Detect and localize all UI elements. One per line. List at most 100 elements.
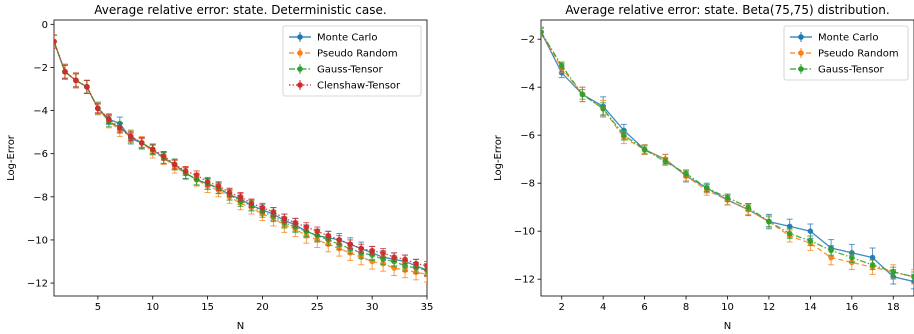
data-point xyxy=(138,140,145,146)
legend: Monte Carlo Pseudo Random Gauss-Tensor xyxy=(783,25,909,81)
data-point xyxy=(869,262,876,268)
legend-box xyxy=(783,25,909,81)
data-point xyxy=(662,158,669,165)
data-point xyxy=(828,247,834,254)
y-tick-label: −12 xyxy=(514,275,535,286)
data-point xyxy=(402,256,408,263)
legend-swatch-marker xyxy=(297,66,303,72)
legend-label: Gauss-Tensor xyxy=(818,65,885,76)
data-point xyxy=(84,84,90,90)
y-axis-label: Log-Error xyxy=(493,134,504,181)
y-tick-label: −10 xyxy=(27,235,48,246)
data-point xyxy=(215,183,222,189)
series-gauss-tensor xyxy=(541,27,914,283)
data-point xyxy=(579,91,586,98)
data-point xyxy=(786,230,793,237)
data-point xyxy=(424,263,427,269)
x-axis-label: N xyxy=(724,321,731,332)
legend-label: Monte Carlo xyxy=(317,33,377,44)
data-point xyxy=(281,215,288,222)
data-point xyxy=(641,146,648,153)
data-point xyxy=(149,146,156,153)
data-point xyxy=(683,170,689,177)
data-point xyxy=(402,263,408,269)
legend-label: Monte Carlo xyxy=(818,33,878,44)
data-point xyxy=(621,132,627,138)
data-point xyxy=(413,260,419,267)
data-point xyxy=(106,116,112,122)
data-point xyxy=(325,232,332,239)
data-point xyxy=(62,68,68,75)
y-tick-label: −8 xyxy=(33,192,48,203)
x-tick-label: 4 xyxy=(600,302,606,313)
x-tick-label: 20 xyxy=(256,302,269,313)
legend: Monte Carlo Pseudo Random Gauss-Tensor Clen… xyxy=(282,25,422,97)
data-point xyxy=(911,274,914,280)
data-point xyxy=(303,224,310,230)
data-point xyxy=(558,62,565,69)
data-point xyxy=(270,209,277,215)
legend-label: Pseudo Random xyxy=(317,49,398,60)
data-point xyxy=(347,241,354,248)
data-point xyxy=(369,247,375,254)
y-tick-label: −12 xyxy=(27,279,48,290)
x-tick-label: 12 xyxy=(763,302,776,313)
data-point xyxy=(226,189,233,196)
x-tick-label: 35 xyxy=(421,302,434,313)
chart-title: Average relative error: state. Determini… xyxy=(94,3,386,17)
data-point xyxy=(314,228,321,235)
x-tick-label: 10 xyxy=(721,302,734,313)
legend-label: Gauss-Tensor xyxy=(317,65,384,76)
x-tick-label: 8 xyxy=(683,302,689,313)
axes-frame xyxy=(53,19,428,297)
data-point xyxy=(786,223,793,230)
data-point xyxy=(292,219,299,226)
data-point xyxy=(73,77,79,84)
data-point xyxy=(336,237,343,243)
data-point xyxy=(237,194,244,200)
y-tick-label: −4 xyxy=(520,83,535,94)
data-point xyxy=(541,29,544,35)
plot-area xyxy=(54,34,427,283)
y-tick-label: −4 xyxy=(33,106,48,117)
x-axis-label: N xyxy=(237,321,244,332)
data-point xyxy=(182,168,189,174)
data-point xyxy=(248,200,255,207)
legend-label: Pseudo Random xyxy=(818,49,899,60)
chart-panel-2: Average relative error: state. Beta(75,7… xyxy=(493,3,914,332)
data-point xyxy=(160,153,167,159)
data-point xyxy=(259,204,266,211)
x-tick-label: 14 xyxy=(804,302,817,313)
data-point xyxy=(54,38,57,45)
y-axis-label: Log-Error xyxy=(6,134,17,181)
data-point xyxy=(766,218,772,225)
x-tick-label: 25 xyxy=(311,302,324,313)
data-point xyxy=(828,254,834,261)
y-tick-label: −6 xyxy=(520,131,535,142)
legend-box xyxy=(282,25,422,97)
data-point xyxy=(807,228,814,234)
x-tick-label: 2 xyxy=(559,302,565,313)
legend-swatch-marker xyxy=(297,34,303,40)
data-point xyxy=(380,250,386,256)
data-point xyxy=(127,133,134,140)
x-tick-label: 5 xyxy=(95,302,101,313)
data-point xyxy=(724,194,731,201)
y-tick-label: 0 xyxy=(42,20,48,31)
data-point xyxy=(890,269,897,275)
x-tick-label: 16 xyxy=(845,302,858,313)
x-tick-label: 6 xyxy=(641,302,647,313)
y-tick-label: −2 xyxy=(33,63,48,74)
y-tick-label: −6 xyxy=(33,149,48,160)
data-point xyxy=(849,254,855,261)
data-point xyxy=(391,254,397,260)
data-point xyxy=(703,185,710,191)
legend-swatch-marker xyxy=(798,50,804,56)
series-clenshaw-tensor xyxy=(54,34,427,271)
chart-panel-1: Average relative error: state. Determini… xyxy=(6,3,433,332)
x-tick-label: 18 xyxy=(887,302,900,313)
data-point xyxy=(745,204,752,210)
data-point xyxy=(869,254,876,261)
data-point xyxy=(193,172,200,179)
